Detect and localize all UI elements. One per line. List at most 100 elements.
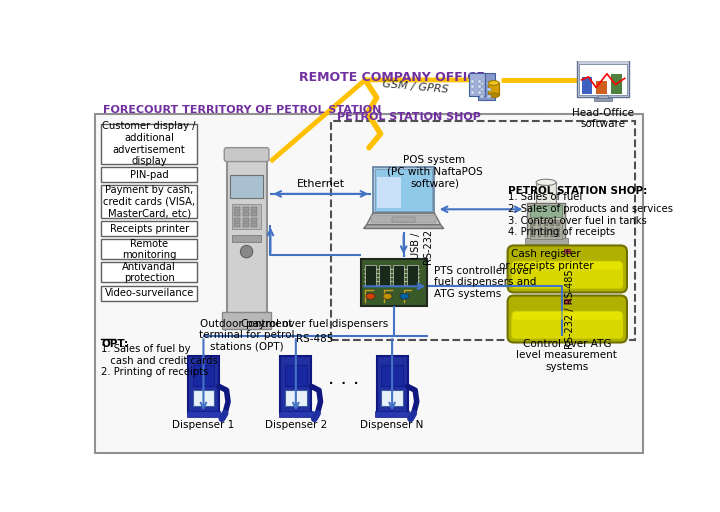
Bar <box>577 60 629 97</box>
Text: OPT:: OPT: <box>101 338 128 349</box>
Bar <box>544 233 548 237</box>
Text: Video-surveilance: Video-surveilance <box>104 288 194 298</box>
Bar <box>101 124 197 164</box>
Text: FORECOURT TERRITORY OF PETROL STATION: FORECOURT TERRITORY OF PETROL STATION <box>102 105 381 115</box>
Bar <box>392 217 415 222</box>
Bar <box>550 233 554 237</box>
Text: Head-Office
software: Head-Office software <box>572 108 634 129</box>
Bar <box>243 223 249 227</box>
Circle shape <box>240 245 253 258</box>
Bar <box>101 185 197 218</box>
Bar <box>243 218 249 222</box>
Text: Receipts printer: Receipts printer <box>109 224 189 233</box>
Bar <box>480 82 484 86</box>
Bar <box>598 95 608 100</box>
Bar <box>477 80 482 83</box>
Bar <box>556 222 560 226</box>
Bar <box>471 80 474 83</box>
Text: 1. Sales of fuel
2. Sales of products and services
3. Control over fuel in tanks: 1. Sales of fuel 2. Sales of products an… <box>508 193 672 237</box>
Bar <box>564 298 570 303</box>
Bar <box>538 233 541 237</box>
Bar <box>407 265 418 286</box>
Bar <box>531 233 536 237</box>
Bar <box>285 390 307 406</box>
Bar <box>564 248 570 253</box>
Ellipse shape <box>488 81 499 86</box>
Ellipse shape <box>400 293 409 300</box>
Bar <box>251 207 257 211</box>
Text: REMOTE COMPANY OFFICE: REMOTE COMPANY OFFICE <box>300 71 485 83</box>
Bar <box>536 182 556 205</box>
Bar <box>377 177 400 208</box>
Bar <box>365 265 376 286</box>
Bar <box>556 233 560 237</box>
Polygon shape <box>373 167 434 213</box>
Text: PIN-pad: PIN-pad <box>130 169 168 180</box>
Bar <box>477 86 482 89</box>
Bar <box>372 215 436 223</box>
Bar <box>477 91 482 94</box>
Bar <box>544 222 548 226</box>
Bar <box>469 73 485 96</box>
Bar <box>530 205 562 217</box>
Bar <box>377 355 408 413</box>
Bar <box>232 204 261 228</box>
FancyBboxPatch shape <box>513 311 621 319</box>
Bar <box>101 167 197 182</box>
FancyBboxPatch shape <box>224 147 269 162</box>
Bar <box>611 74 621 94</box>
Text: 1. Sales of fuel by
   cash and credit cards
2. Printing of receipts: 1. Sales of fuel by cash and credit card… <box>101 344 217 377</box>
Bar <box>480 89 484 92</box>
Bar <box>480 95 484 98</box>
Bar <box>525 238 567 244</box>
Bar <box>186 411 220 417</box>
Bar <box>188 355 219 413</box>
Text: Outdoor payment
terminal for petrol
stations (OPT): Outdoor payment terminal for petrol stat… <box>199 318 294 352</box>
Text: Dispenser N: Dispenser N <box>361 420 424 430</box>
Text: Remote
monitoring: Remote monitoring <box>122 239 176 260</box>
Bar <box>234 212 240 216</box>
Bar <box>582 77 593 94</box>
Bar <box>101 286 197 301</box>
Text: Antivandal
protection: Antivandal protection <box>122 262 176 283</box>
FancyBboxPatch shape <box>508 295 627 343</box>
Text: RS-232 / RS-485: RS-232 / RS-485 <box>564 269 575 349</box>
Bar <box>330 121 634 340</box>
FancyBboxPatch shape <box>511 312 623 338</box>
Bar <box>101 221 197 236</box>
Bar <box>550 222 554 226</box>
Bar <box>227 152 266 313</box>
Bar <box>375 411 409 417</box>
FancyBboxPatch shape <box>513 261 621 269</box>
FancyBboxPatch shape <box>508 245 627 292</box>
Polygon shape <box>366 213 441 225</box>
Bar <box>101 239 197 260</box>
Text: Cash register
or receipts printer: Cash register or receipts printer <box>499 249 593 271</box>
Bar <box>243 212 249 216</box>
Bar <box>382 390 403 406</box>
Bar <box>487 95 490 98</box>
Text: Control over ATG
level measurement
systems: Control over ATG level measurement syste… <box>516 338 617 372</box>
Ellipse shape <box>488 93 499 98</box>
Bar <box>393 265 404 286</box>
Ellipse shape <box>366 293 375 300</box>
Bar <box>471 86 474 89</box>
Bar <box>471 91 474 94</box>
Bar <box>251 218 257 222</box>
Bar <box>95 114 643 453</box>
Bar <box>487 82 490 86</box>
Bar <box>193 390 215 406</box>
Bar <box>544 228 548 231</box>
Bar <box>538 222 541 226</box>
Bar <box>222 312 271 329</box>
Text: Control over fuel dispensers: Control over fuel dispensers <box>241 318 389 329</box>
Text: Dispenser 2: Dispenser 2 <box>265 420 327 430</box>
Bar <box>361 260 427 306</box>
Text: PETROL STATION SHOP: PETROL STATION SHOP <box>337 112 480 122</box>
Bar <box>281 355 311 413</box>
Bar <box>234 207 240 211</box>
Bar <box>596 81 607 94</box>
Bar <box>251 212 257 216</box>
Bar <box>531 228 536 231</box>
Text: Ethernet: Ethernet <box>297 179 345 189</box>
